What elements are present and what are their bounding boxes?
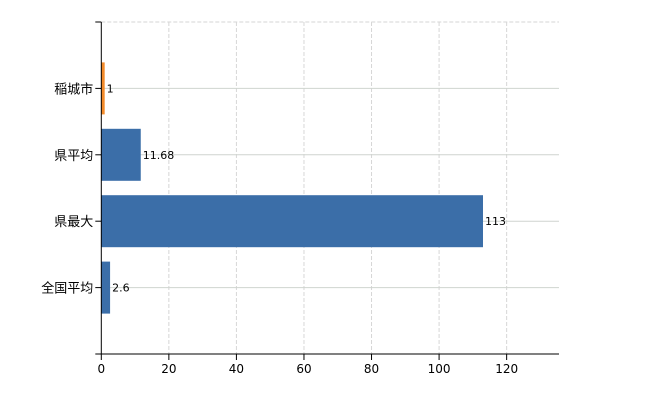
- data-label: 1: [107, 82, 114, 95]
- x-tick-label: 60: [296, 362, 311, 376]
- data-label: 11.68: [143, 149, 175, 162]
- x-tick-label: 100: [428, 362, 451, 376]
- bar-県平均: [101, 128, 141, 181]
- bar-県最大: [101, 195, 483, 248]
- bar-全国平均: [101, 261, 111, 314]
- y-tick-label: 県平均: [54, 149, 93, 164]
- data-label: 2.6: [112, 282, 129, 295]
- y-tick-label: 稲城市: [54, 81, 93, 97]
- x-tick-label: 40: [229, 362, 244, 376]
- data-label: 113: [485, 215, 506, 228]
- x-tick-label: 0: [97, 362, 105, 376]
- x-tick-label: 120: [495, 362, 518, 376]
- y-tick-label: 全国平均: [41, 281, 93, 297]
- x-tick-label: 20: [161, 362, 176, 376]
- x-tick-label: 80: [364, 362, 379, 376]
- y-tick-label: 県最大: [54, 215, 93, 230]
- bar-稲城市: [101, 62, 105, 115]
